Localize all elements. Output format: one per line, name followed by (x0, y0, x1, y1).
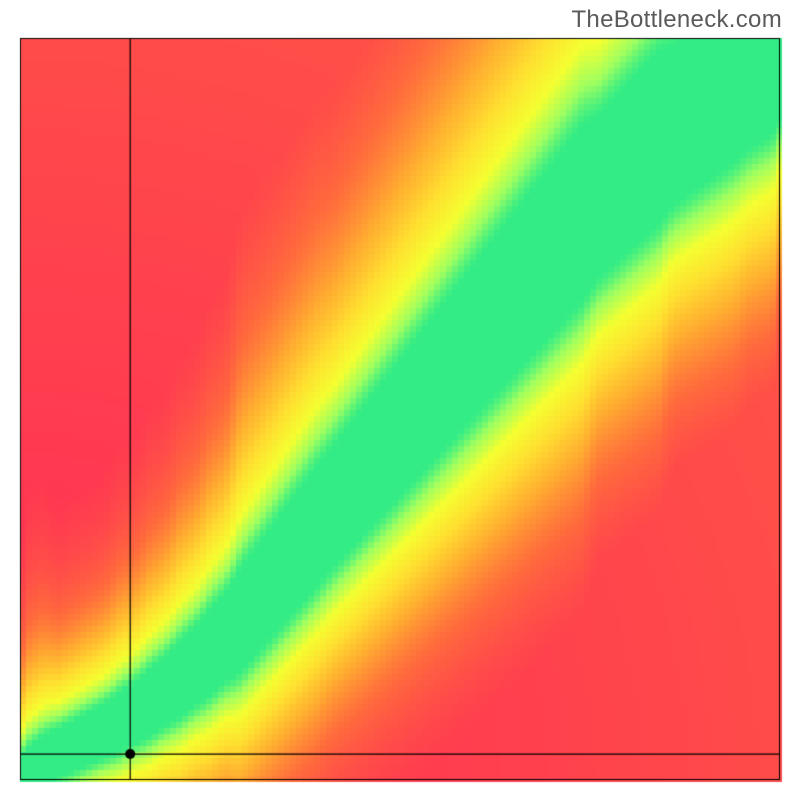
watermark-text: TheBottleneck.com (571, 6, 782, 34)
chart-container: TheBottleneck.com (0, 0, 800, 800)
heatmap-canvas (0, 0, 800, 800)
